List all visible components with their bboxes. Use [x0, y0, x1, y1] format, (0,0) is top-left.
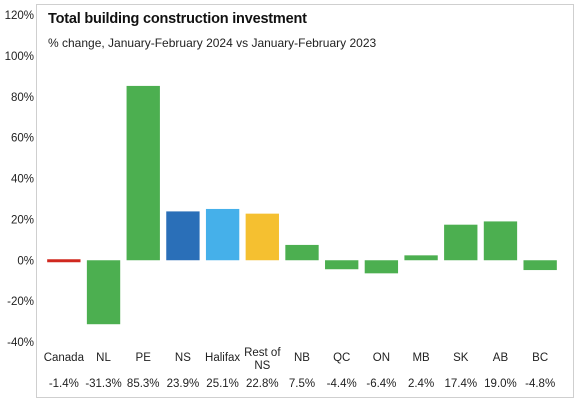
chart-subtitle: % change, January-February 2024 vs Janua… [48, 36, 377, 50]
x-category-label: NL [96, 352, 111, 364]
bar-pe [126, 85, 160, 261]
y-tick-label: 120% [5, 10, 34, 22]
value-label: -4.8% [525, 378, 555, 390]
value-label: 7.5% [289, 378, 315, 390]
bar-nb [285, 244, 319, 261]
x-category-label: PE [136, 352, 152, 364]
value-label: 2.4% [408, 378, 434, 390]
bar-ab [483, 221, 518, 261]
chart-frame [36, 4, 574, 398]
x-category-label: NB [294, 352, 310, 364]
value-label: -6.4% [366, 378, 396, 390]
value-label: 22.8% [246, 378, 279, 390]
bar-mb [404, 255, 438, 261]
value-label: -31.3% [85, 378, 121, 390]
bar-qc [325, 260, 359, 270]
y-tick-label: -40% [7, 337, 34, 349]
x-category-label: AB [493, 352, 509, 364]
bar-ns [166, 211, 200, 261]
y-tick-label: 100% [5, 51, 34, 63]
x-category-label: SK [453, 352, 469, 364]
bar-sk [444, 224, 478, 261]
bar-rest-of-ns [245, 213, 279, 261]
y-tick-label: -20% [7, 296, 34, 308]
x-category-label: NS [254, 360, 270, 372]
bar-nl [86, 260, 121, 325]
x-category-label: QC [333, 352, 350, 364]
y-tick-label: 80% [11, 92, 34, 104]
y-tick-label: 40% [11, 174, 34, 186]
bar-canada [47, 259, 81, 263]
x-category-label: MB [412, 352, 430, 364]
x-category-label: Rest of [244, 347, 281, 359]
x-category-label: Canada [44, 352, 85, 364]
x-category-label: Halifax [205, 352, 240, 364]
value-label: 23.9% [167, 378, 200, 390]
bar-bc [523, 260, 557, 271]
value-label: -4.4% [327, 378, 357, 390]
x-category-label: NS [175, 352, 191, 364]
value-labels: -1.4% -31.3% 85.3% 23.9% 25.1% 22.8% 7.5% -4.4%… [49, 378, 555, 390]
value-label: 17.4% [444, 378, 477, 390]
x-category-label: BC [532, 352, 548, 364]
y-tick-label: 0% [17, 255, 34, 267]
value-label: 85.3% [127, 378, 160, 390]
value-label: 19.0% [484, 378, 517, 390]
value-label: -1.4% [49, 378, 79, 390]
x-category-label: ON [373, 352, 390, 364]
bar-on [364, 260, 399, 274]
bar-halifax [205, 208, 240, 261]
value-label: 25.1% [206, 378, 239, 390]
chart-title: Total building construction investment [48, 11, 307, 27]
y-axis: -40% -20% 0% 20% 40% 60% 80% 100% 120% [5, 10, 34, 349]
y-tick-label: 20% [11, 214, 34, 226]
y-tick-label: 60% [11, 133, 34, 145]
bars [47, 85, 557, 325]
